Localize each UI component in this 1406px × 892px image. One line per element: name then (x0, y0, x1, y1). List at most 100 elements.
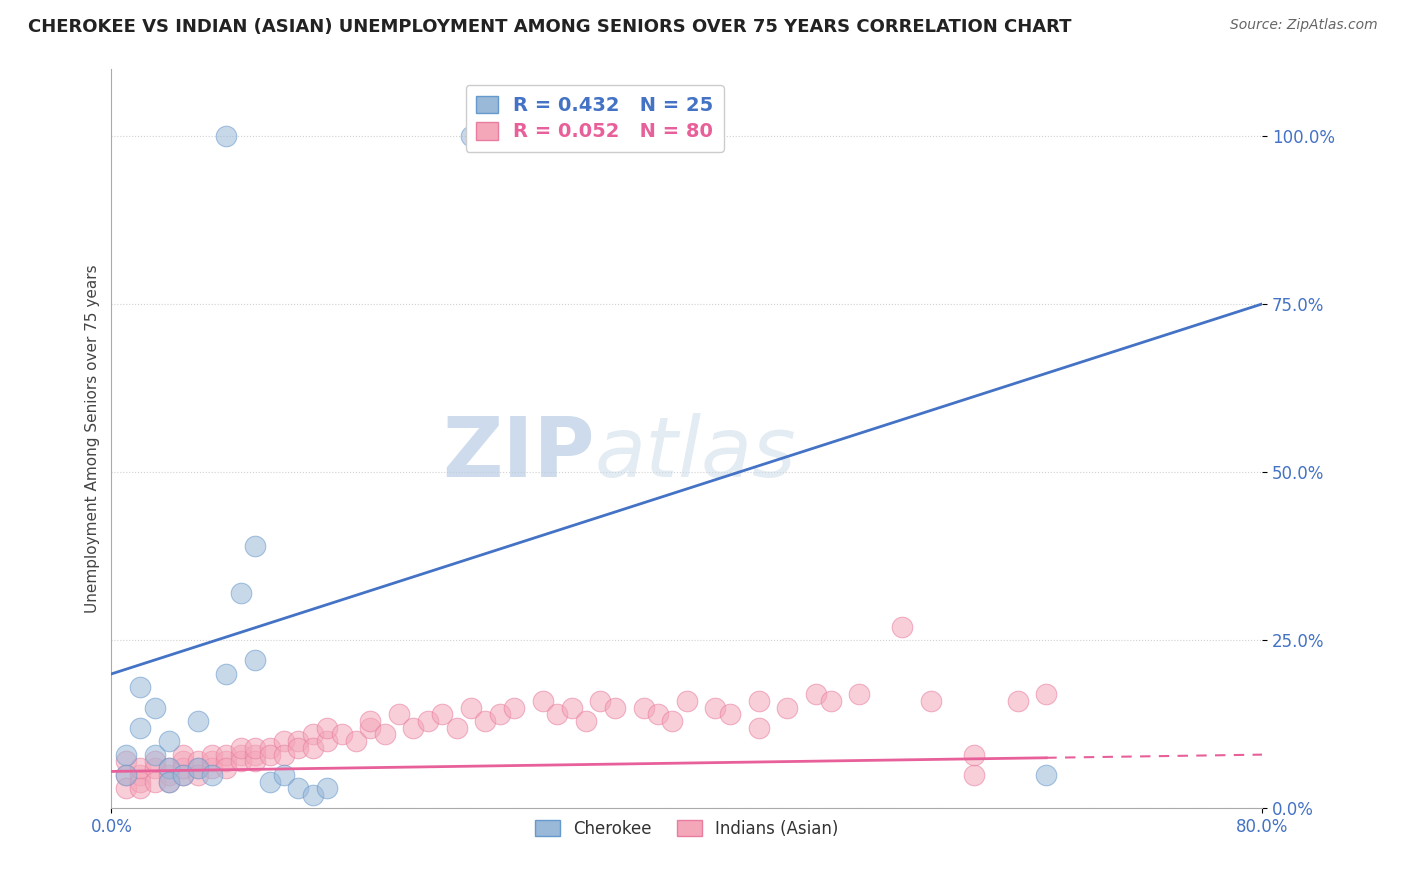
Point (143, 755, 166, 769)
Point (201, 768, 224, 782)
Point (301, 740, 323, 755)
Point (143, 747, 166, 762)
Point (488, 707, 510, 722)
Text: CHEROKEE VS INDIAN (ASIAN) UNEMPLOYMENT AMONG SENIORS OVER 75 YEARS CORRELATION : CHEROKEE VS INDIAN (ASIAN) UNEMPLOYMENT … (28, 18, 1071, 36)
Point (330, 727, 353, 741)
Point (432, 707, 454, 722)
Point (748, 694, 770, 708)
Point (129, 761, 152, 775)
Point (359, 721, 381, 735)
Point (229, 755, 252, 769)
Point (388, 707, 411, 722)
Point (157, 768, 180, 782)
Point (718, 707, 741, 722)
Point (245, 653, 267, 667)
Point (301, 788, 323, 802)
Point (287, 734, 309, 748)
Point (172, 768, 194, 782)
Point (187, 761, 209, 775)
Point (316, 781, 339, 796)
Point (215, 761, 238, 775)
Point (963, 768, 986, 782)
Point (143, 700, 166, 714)
Point (187, 761, 209, 775)
Point (344, 734, 367, 748)
Point (402, 721, 425, 735)
Point (157, 774, 180, 789)
Point (157, 734, 180, 748)
Point (647, 707, 669, 722)
Point (201, 755, 224, 769)
Point (963, 747, 986, 762)
Legend: Cherokee, Indians (Asian): Cherokee, Indians (Asian) (529, 814, 845, 845)
Point (172, 747, 194, 762)
Point (143, 774, 166, 789)
Point (157, 761, 180, 775)
Point (804, 687, 827, 701)
Point (675, 694, 697, 708)
Point (920, 694, 942, 708)
Point (215, 128, 238, 143)
Point (129, 774, 152, 789)
Point (172, 761, 194, 775)
Point (776, 700, 799, 714)
Point (129, 781, 152, 796)
Point (114, 768, 136, 782)
Point (460, 128, 482, 143)
Point (129, 681, 152, 695)
Point (259, 740, 281, 755)
Text: Source: ZipAtlas.com: Source: ZipAtlas.com (1230, 18, 1378, 32)
Text: ZIP: ZIP (441, 413, 595, 494)
Point (114, 747, 136, 762)
Point (187, 768, 209, 782)
Point (1007, 694, 1029, 708)
Point (589, 694, 612, 708)
Point (157, 774, 180, 789)
Point (661, 714, 683, 728)
Point (245, 747, 267, 762)
Point (316, 734, 339, 748)
Point (633, 700, 655, 714)
Text: atlas: atlas (595, 413, 796, 494)
Point (546, 707, 568, 722)
Point (891, 620, 914, 634)
Point (215, 747, 238, 762)
Point (229, 740, 252, 755)
Point (201, 747, 224, 762)
Point (531, 694, 554, 708)
Point (187, 714, 209, 728)
Point (748, 721, 770, 735)
Point (460, 700, 482, 714)
Point (848, 687, 870, 701)
Point (215, 667, 238, 681)
Point (474, 714, 496, 728)
Point (114, 768, 136, 782)
Point (446, 721, 468, 735)
Point (273, 747, 295, 762)
Point (172, 755, 194, 769)
Point (157, 761, 180, 775)
Point (820, 694, 842, 708)
Point (316, 721, 339, 735)
Point (287, 740, 309, 755)
Point (114, 755, 136, 769)
Point (215, 755, 238, 769)
Point (1035, 768, 1057, 782)
Point (575, 714, 598, 728)
Point (561, 700, 583, 714)
Point (704, 700, 727, 714)
Point (359, 714, 381, 728)
Point (301, 727, 323, 741)
Point (245, 755, 267, 769)
Point (1035, 687, 1057, 701)
Point (229, 586, 252, 600)
Point (259, 774, 281, 789)
Point (229, 747, 252, 762)
Point (416, 714, 439, 728)
Point (503, 700, 526, 714)
Point (245, 740, 267, 755)
Point (273, 734, 295, 748)
Point (374, 727, 396, 741)
Point (603, 700, 626, 714)
Point (187, 755, 209, 769)
